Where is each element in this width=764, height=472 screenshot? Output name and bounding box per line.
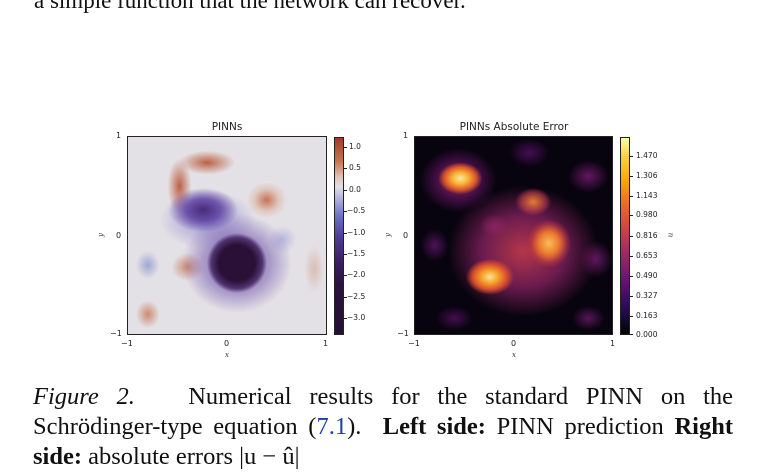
left-cb-tick: −2.5 (347, 292, 366, 301)
right-cb-tick: 0.653 (636, 251, 658, 260)
caption-figure-label: Figure 2. (33, 383, 135, 410)
cb-tickmark (630, 334, 633, 335)
right-cb-tick: 1.143 (636, 191, 658, 200)
left-panel-title: PINNs (211, 121, 243, 133)
right-y-axis-label: y (383, 233, 392, 237)
left-y-tick-top: 1 (116, 131, 122, 140)
left-x-tick-left: −1 (121, 339, 133, 348)
left-cb-tick: 0.0 (349, 185, 361, 194)
body-text-fragment: a simple function that the network can r… (34, 0, 466, 13)
cb-tickmark (344, 297, 347, 298)
left-x-tick-right: 1 (323, 339, 329, 348)
cb-tickmark (630, 276, 633, 277)
cb-tickmark (344, 275, 347, 276)
cb-tickmark (630, 176, 633, 177)
right-colorbar (620, 137, 630, 335)
right-cb-tick: 1.306 (636, 171, 658, 180)
cb-tickmark (344, 211, 347, 212)
figure-caption: Figure 2. Numerical results for the stan… (33, 382, 733, 472)
right-cb-tick: 1.470 (636, 151, 658, 160)
right-x-axis-label: x (512, 351, 516, 359)
cb-tickmark (344, 233, 347, 234)
right-x-tick-mid: 0 (511, 339, 517, 348)
caption-text: Numerical results for the standard PINN … (33, 383, 734, 440)
left-cb-tick: −1.0 (347, 228, 366, 237)
caption-text: absolute errors |u − û| (88, 443, 300, 470)
left-cb-tick: −1.5 (347, 249, 366, 258)
figure-2: PINNs 1 0 −1 −1 0 1 x y 1.0 0.5 0.0 −0.5… (96, 121, 675, 359)
cb-tickmark (344, 190, 347, 191)
pinn-prediction-heatmap (127, 136, 327, 335)
right-cb-tick: 0.163 (636, 311, 658, 320)
right-cb-tick: 0.490 (636, 271, 658, 280)
right-y-tick-mid: 0 (403, 231, 409, 240)
cb-tickmark (344, 168, 347, 169)
left-cb-tick: 1.0 (349, 142, 361, 151)
left-colorbar (334, 137, 344, 335)
right-cb-tick: 0.816 (636, 231, 658, 240)
left-y-tick-bottom: −1 (110, 329, 122, 338)
right-colorbar-label: u (666, 232, 675, 238)
right-panel-title: PINNs Absolute Error (459, 121, 569, 133)
cb-tickmark (630, 215, 633, 216)
cb-tickmark (630, 296, 633, 297)
cb-tickmark (344, 147, 347, 148)
equation-reference-link[interactable]: 7.1 (316, 413, 348, 440)
right-cb-tick: 0.000 (636, 330, 658, 339)
cb-tickmark (630, 156, 633, 157)
left-cb-tick: −2.0 (347, 270, 366, 279)
cb-tickmark (630, 236, 633, 237)
cb-tickmark (630, 196, 633, 197)
right-y-tick-bottom: −1 (397, 329, 409, 338)
left-cb-tick: 0.5 (349, 163, 361, 172)
right-x-tick-left: −1 (408, 339, 420, 348)
cb-tickmark (630, 256, 633, 257)
cb-tickmark (344, 318, 347, 319)
right-cb-tick: 0.327 (636, 291, 658, 300)
left-x-axis-label: x (225, 351, 229, 359)
caption-text: ). (347, 413, 362, 440)
cb-tickmark (344, 254, 347, 255)
absolute-error-heatmap (414, 136, 613, 335)
right-cb-tick: 0.980 (636, 210, 658, 219)
cb-tickmark (630, 316, 633, 317)
right-y-tick-top: 1 (403, 131, 409, 140)
left-y-tick-mid: 0 (116, 231, 122, 240)
left-cb-tick: −0.5 (347, 206, 366, 215)
left-x-tick-mid: 0 (224, 339, 230, 348)
right-x-tick-right: 1 (610, 339, 616, 348)
left-cb-tick: −3.0 (347, 313, 366, 322)
caption-left-side-label: Left side: (382, 413, 486, 440)
left-y-axis-label: y (96, 233, 105, 237)
caption-text: PINN prediction (496, 413, 664, 440)
